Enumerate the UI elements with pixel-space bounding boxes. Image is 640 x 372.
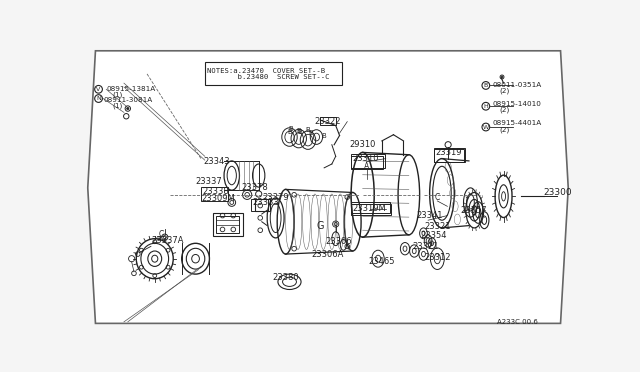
Bar bbox=[320, 117, 336, 125]
Text: C: C bbox=[435, 193, 440, 202]
Bar bbox=[351, 202, 390, 213]
Bar bbox=[212, 212, 243, 235]
Text: 08911-3081A: 08911-3081A bbox=[103, 97, 152, 103]
Text: b.23480  SCREW SET--C: b.23480 SCREW SET--C bbox=[207, 74, 330, 80]
Bar bbox=[351, 204, 391, 215]
Bar bbox=[255, 199, 270, 211]
Bar bbox=[205, 62, 342, 85]
Polygon shape bbox=[88, 51, 568, 323]
Bar bbox=[216, 216, 239, 232]
Text: C: C bbox=[158, 230, 164, 238]
Text: A: A bbox=[364, 162, 369, 171]
Text: V: V bbox=[97, 87, 100, 92]
Text: 23337: 23337 bbox=[196, 177, 222, 186]
Text: H: H bbox=[483, 104, 488, 109]
Text: 29310: 29310 bbox=[349, 140, 376, 149]
Circle shape bbox=[501, 76, 503, 78]
Text: (2): (2) bbox=[500, 87, 510, 94]
Text: 08915-14010: 08915-14010 bbox=[492, 101, 541, 107]
Text: 23322: 23322 bbox=[314, 117, 340, 126]
Text: B: B bbox=[287, 129, 292, 135]
Text: 23379: 23379 bbox=[262, 193, 289, 202]
Text: 23319: 23319 bbox=[436, 148, 462, 157]
Text: B: B bbox=[289, 126, 293, 132]
Text: (1): (1) bbox=[113, 92, 123, 98]
Text: 23378: 23378 bbox=[242, 183, 269, 192]
Text: B: B bbox=[156, 237, 161, 243]
Text: 23319M: 23319M bbox=[353, 204, 387, 213]
Text: 23357: 23357 bbox=[460, 206, 487, 215]
Bar bbox=[351, 156, 383, 169]
Text: 23321: 23321 bbox=[413, 242, 439, 251]
Text: B: B bbox=[297, 129, 302, 135]
Bar bbox=[251, 199, 268, 211]
Text: 23306: 23306 bbox=[326, 237, 352, 246]
Text: 23333: 23333 bbox=[253, 198, 279, 207]
Text: 08915-4401A: 08915-4401A bbox=[492, 120, 541, 126]
Circle shape bbox=[127, 108, 129, 110]
Text: 23306A: 23306A bbox=[311, 250, 344, 259]
Text: NOTES:a.23470  COVER SET--B: NOTES:a.23470 COVER SET--B bbox=[207, 68, 325, 74]
Bar bbox=[201, 187, 228, 201]
Text: 23380: 23380 bbox=[273, 273, 299, 282]
Text: 23341: 23341 bbox=[417, 211, 443, 220]
Text: 23465: 23465 bbox=[368, 257, 394, 266]
Text: 23343: 23343 bbox=[204, 157, 230, 166]
Text: B: B bbox=[296, 128, 301, 134]
Text: W: W bbox=[483, 125, 489, 129]
Bar bbox=[351, 154, 385, 168]
Text: 08011-0351A: 08011-0351A bbox=[492, 82, 541, 88]
Text: (2): (2) bbox=[500, 107, 510, 113]
Bar bbox=[435, 150, 463, 162]
Text: B: B bbox=[322, 132, 326, 138]
Text: G: G bbox=[317, 221, 324, 231]
Text: B: B bbox=[308, 130, 313, 136]
Text: (1): (1) bbox=[113, 103, 123, 109]
Text: 23321: 23321 bbox=[424, 222, 451, 231]
Text: 08915-1381A: 08915-1381A bbox=[106, 86, 156, 92]
Bar bbox=[435, 148, 465, 162]
Text: 23310: 23310 bbox=[353, 154, 379, 163]
Text: 23309M: 23309M bbox=[201, 194, 235, 203]
Text: (2): (2) bbox=[500, 126, 510, 132]
Text: 23300: 23300 bbox=[543, 188, 572, 197]
Text: 23338: 23338 bbox=[202, 187, 229, 196]
Text: N: N bbox=[96, 96, 101, 101]
Text: B: B bbox=[306, 127, 310, 133]
Text: 23312: 23312 bbox=[424, 253, 451, 262]
Text: 23337A: 23337A bbox=[151, 237, 184, 246]
Text: A233C 00.6: A233C 00.6 bbox=[497, 319, 538, 325]
Text: B: B bbox=[484, 83, 488, 88]
Text: 23354: 23354 bbox=[420, 231, 447, 240]
